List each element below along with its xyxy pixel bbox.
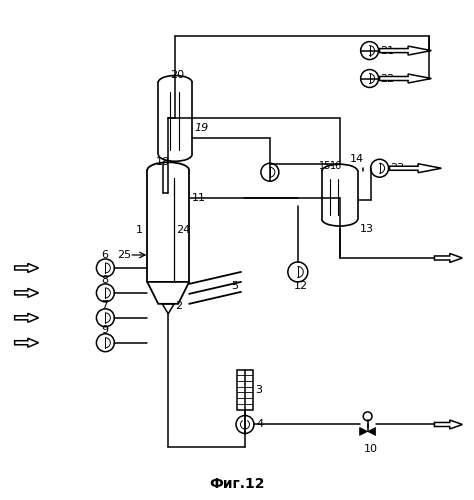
Text: 3: 3 (255, 384, 263, 394)
Text: 23: 23 (391, 163, 405, 173)
Text: 7: 7 (101, 300, 109, 310)
Text: 12: 12 (294, 281, 308, 291)
Text: 25: 25 (118, 250, 131, 260)
Text: 22: 22 (381, 74, 395, 84)
Text: 6: 6 (101, 250, 109, 260)
Text: Фиг.12: Фиг.12 (209, 478, 265, 492)
Polygon shape (360, 428, 368, 436)
Text: 21: 21 (381, 46, 395, 56)
Text: 16: 16 (330, 161, 342, 171)
Text: 13: 13 (360, 224, 374, 234)
Polygon shape (15, 264, 38, 272)
Text: 8: 8 (101, 275, 109, 285)
Text: 1: 1 (137, 225, 143, 235)
Text: 11: 11 (192, 193, 206, 203)
Polygon shape (380, 74, 431, 83)
Bar (237, 370, 254, 410)
Polygon shape (380, 46, 431, 55)
Polygon shape (15, 314, 38, 322)
Text: 2: 2 (175, 301, 182, 311)
Text: 24: 24 (176, 225, 191, 235)
Polygon shape (434, 420, 462, 429)
Text: 9: 9 (101, 325, 109, 335)
Polygon shape (15, 338, 38, 347)
Text: 15: 15 (319, 161, 331, 171)
Polygon shape (434, 254, 462, 262)
Text: 14: 14 (350, 154, 364, 164)
Text: 4: 4 (256, 420, 263, 430)
Polygon shape (390, 164, 441, 172)
Polygon shape (368, 428, 375, 436)
Text: 5: 5 (231, 281, 238, 291)
Text: 18: 18 (156, 158, 170, 168)
Text: 20: 20 (170, 70, 184, 80)
Text: 10: 10 (364, 444, 378, 454)
Polygon shape (15, 288, 38, 298)
Text: 19: 19 (194, 124, 209, 134)
